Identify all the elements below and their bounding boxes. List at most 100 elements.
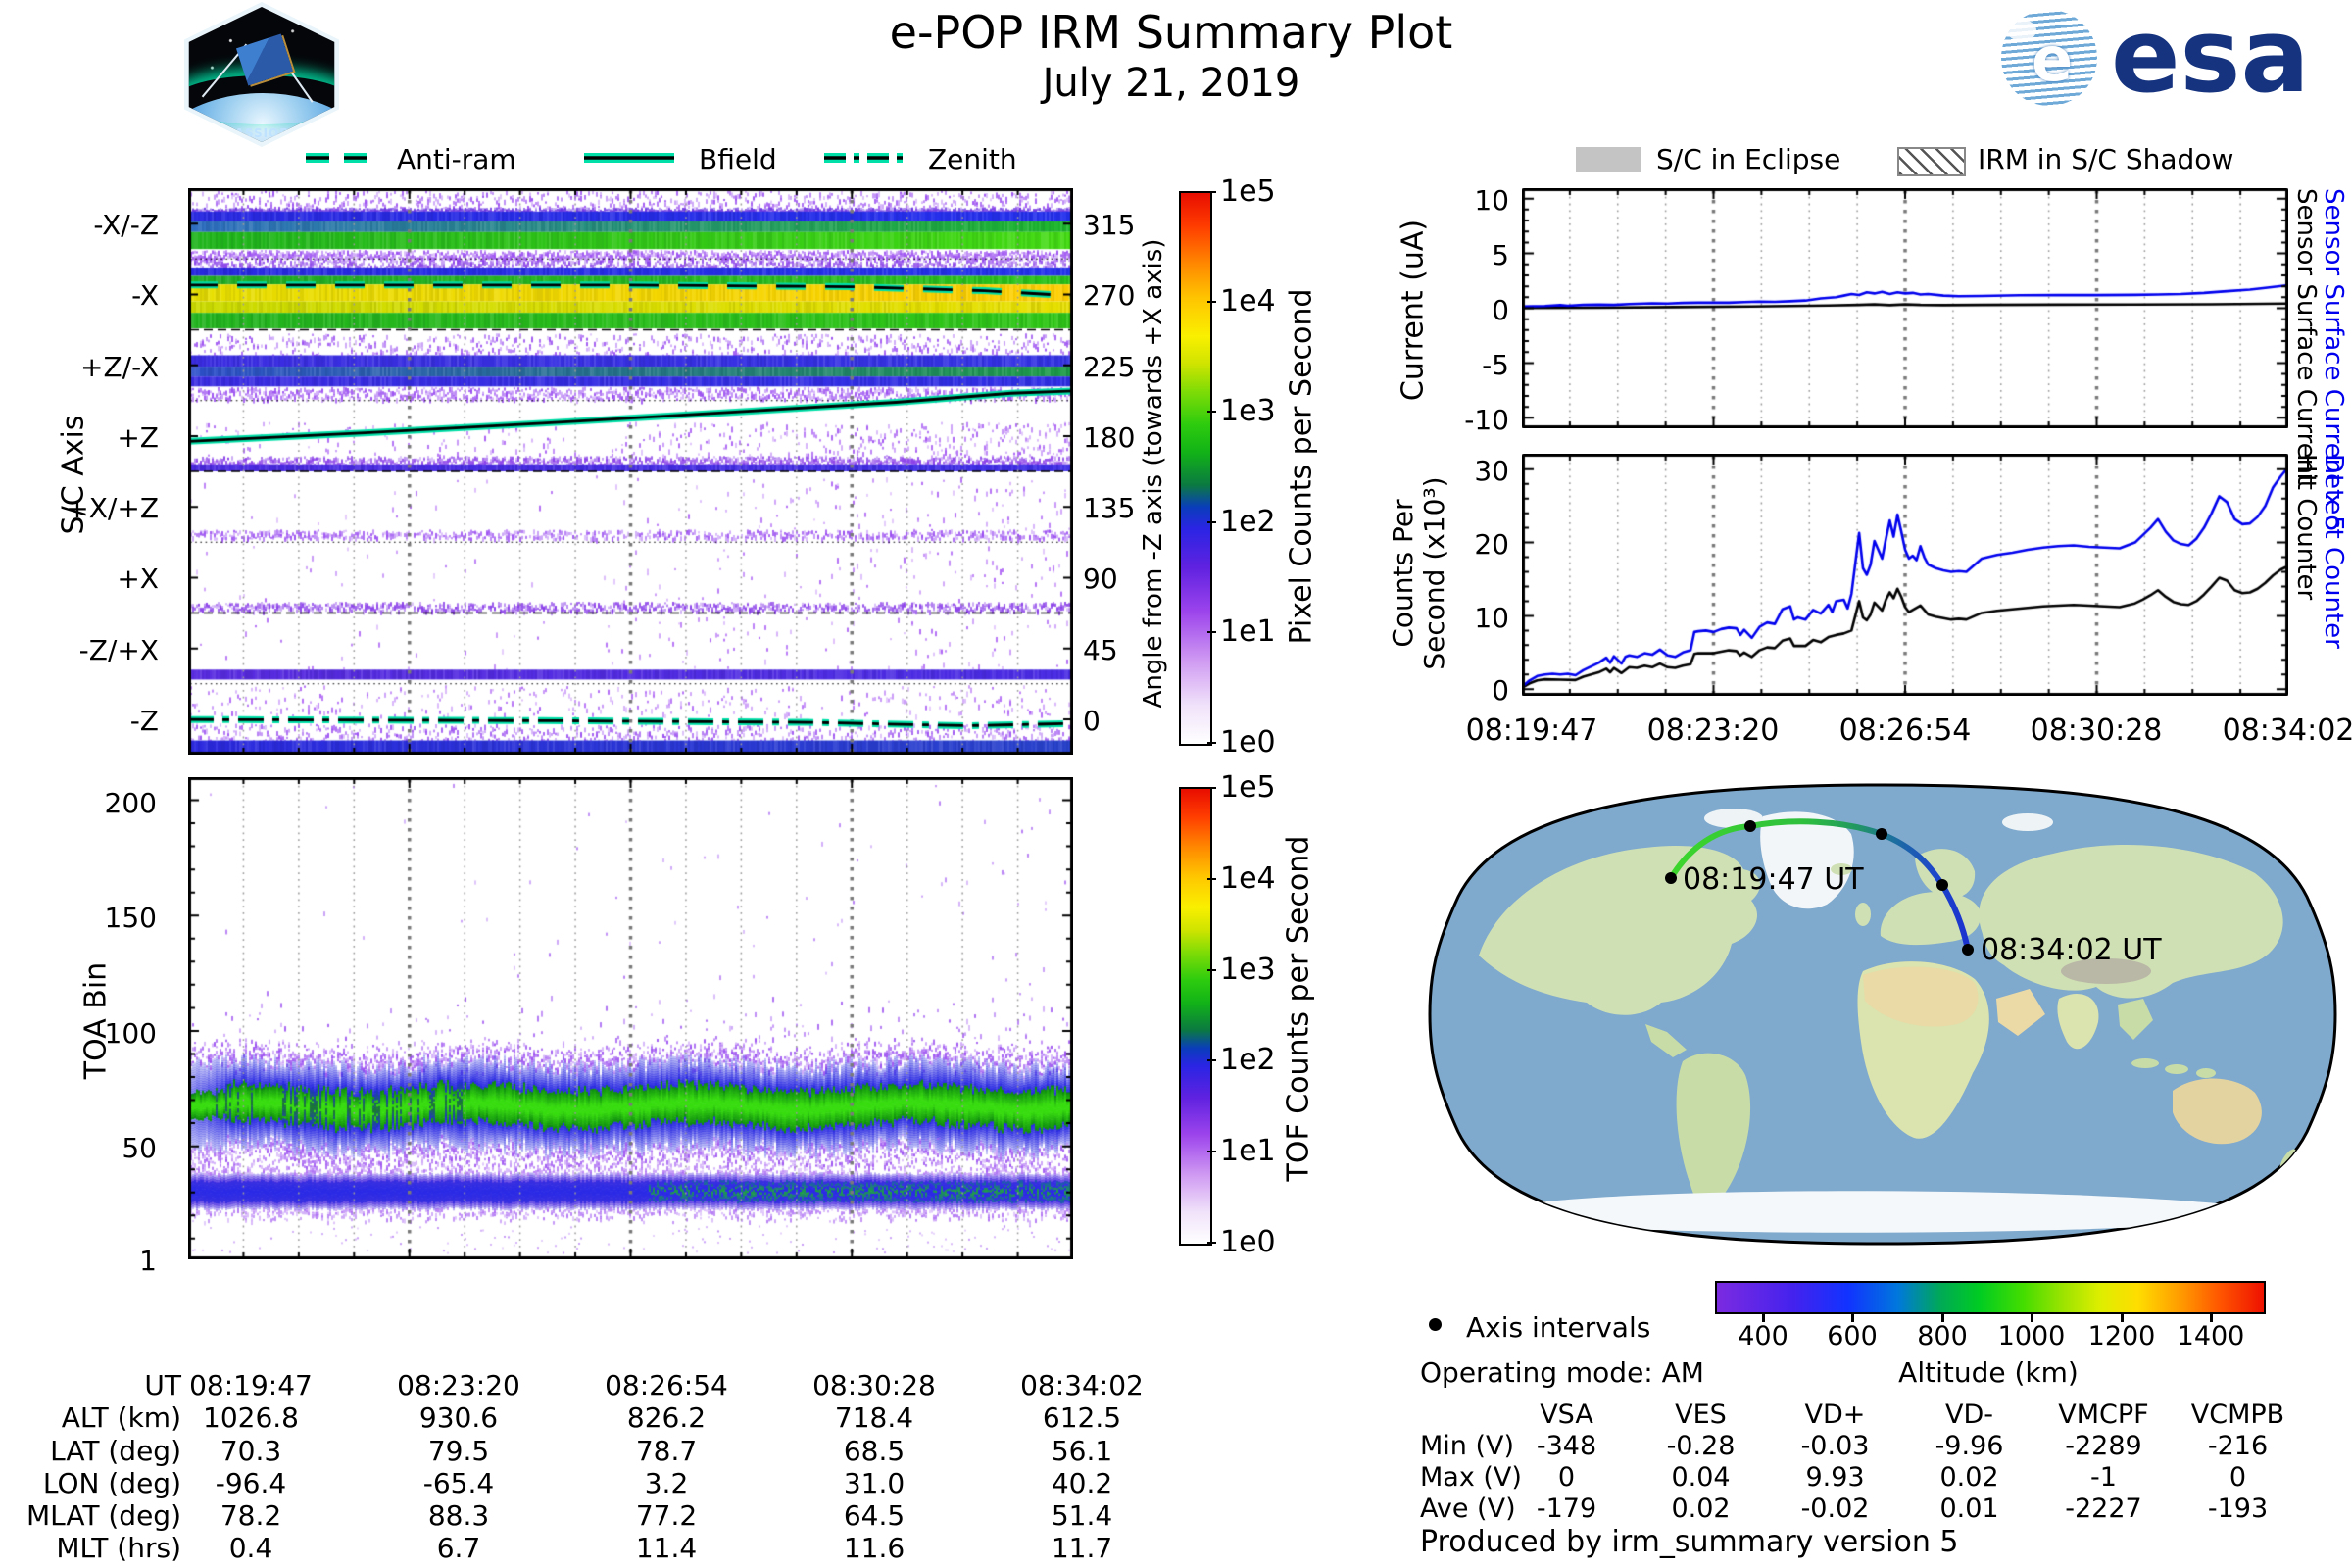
- axis-interval-dot: [1962, 944, 1974, 956]
- colorbar-tick: 1e2: [1207, 505, 1276, 539]
- ephemeris-cell: 78.2: [220, 1499, 282, 1532]
- axis-interval-dot: [1665, 872, 1677, 884]
- voltage-cell: -348: [1536, 1431, 1597, 1461]
- counts-ylabel-line1: Counts Per: [1387, 499, 1419, 648]
- voltage-row-label: Ave (V): [1420, 1494, 1516, 1524]
- voltage-cell: -2289: [2065, 1431, 2142, 1461]
- tof-cps-colorbar: [1179, 787, 1212, 1246]
- current-ytick: 5: [1492, 239, 1509, 271]
- ephemeris-row: 78.2 88.3 77.2 64.5 51.4: [147, 1499, 1186, 1532]
- voltage-cell: -179: [1536, 1494, 1597, 1524]
- voltage-row-label: Min (V): [1420, 1431, 1515, 1461]
- voltage-cell: -0.28: [1666, 1431, 1736, 1461]
- voltage-row: -348 -0.28 -0.03 -9.96 -2289 -216: [1499, 1431, 2307, 1461]
- voltage-col-header: VCMPB: [2190, 1399, 2285, 1430]
- angle-axis-label: Angle from -Z axis (towards +X axis): [1139, 238, 1168, 709]
- current-ytick: -5: [1482, 349, 1509, 381]
- alt-tick-label: 800: [1917, 1321, 1968, 1351]
- zenith-legend-line-icon: [824, 153, 906, 163]
- voltage-cell: -1: [2090, 1462, 2117, 1493]
- axis-intervals-dot-icon: [1429, 1318, 1442, 1331]
- alt-tick-label: 1200: [2087, 1321, 2156, 1351]
- ephemeris-cell: 08:26:54: [605, 1369, 728, 1401]
- time-tick: 08:23:20: [1646, 713, 1780, 748]
- antiram-legend-label: Anti-ram: [397, 143, 516, 175]
- ephemeris-row: -96.4 -65.4 3.2 31.0 40.2: [147, 1467, 1186, 1499]
- voltage-col-header: VES: [1675, 1399, 1727, 1430]
- ephemeris-row-label: LON (deg): [42, 1467, 181, 1499]
- angle-tick: 270: [1083, 279, 1136, 312]
- alt-tick: [1851, 1312, 1854, 1322]
- counts-plot: [1522, 454, 2288, 696]
- voltage-cell: 0: [1557, 1462, 1576, 1493]
- antiram-legend-line-icon: [306, 153, 380, 163]
- voltage-cell: 0.01: [1939, 1494, 1999, 1524]
- band-label: +X/+Z: [66, 492, 159, 524]
- toa-spectrogram: [188, 777, 1073, 1259]
- counts-ytick: 10: [1474, 602, 1509, 634]
- voltage-cell: -216: [2207, 1431, 2269, 1461]
- voltage-row-label: Max (V): [1420, 1462, 1522, 1493]
- current-ytick: 10: [1474, 184, 1509, 217]
- ephemeris-cell: 08:34:02: [1020, 1369, 1144, 1401]
- ephemeris-cell: -65.4: [422, 1467, 495, 1499]
- colorbar-tick: 1e0: [1207, 725, 1276, 760]
- colorbar-tick: 1e1: [1207, 614, 1276, 649]
- toa-ytick: 150: [104, 902, 157, 934]
- angle-tick: 135: [1083, 492, 1136, 524]
- toa-ytick: 50: [122, 1132, 157, 1164]
- ephemeris-cell: 08:30:28: [812, 1369, 936, 1401]
- voltage-col-header: VMCPF: [2058, 1399, 2149, 1430]
- ephemeris-row-label: MLAT (deg): [25, 1499, 181, 1532]
- tof-cps-label: TOF Counts per Second: [1281, 835, 1316, 1182]
- colorbar-tick: 1e3: [1207, 953, 1276, 987]
- colorbar-tick: 1e0: [1207, 1225, 1276, 1259]
- esa-globe-highlight: [2007, 20, 2036, 41]
- satellite-track: [1668, 818, 1971, 953]
- esa-wordmark: esa: [2111, 0, 2310, 116]
- angle-tick: 90: [1083, 563, 1118, 595]
- colorbar-tick: 1e3: [1207, 394, 1276, 428]
- ephemeris-row: 08:19:47 08:23:20 08:26:54 08:30:28 08:3…: [147, 1369, 1186, 1401]
- ephemeris-cell: 40.2: [1051, 1467, 1113, 1499]
- ephemeris-cell: 1026.8: [203, 1401, 299, 1434]
- alt-tick: [1941, 1312, 1944, 1322]
- voltage-row: -179 0.02 -0.02 0.01 -2227 -193: [1499, 1494, 2307, 1524]
- ephemeris-cell: 51.4: [1051, 1499, 1113, 1532]
- alt-tick-label: 600: [1827, 1321, 1878, 1351]
- voltage-cell: 0.04: [1671, 1462, 1731, 1493]
- time-tick: 08:19:47: [1465, 713, 1598, 748]
- voltage-row: 0 0.04 9.93 0.02 -1 0: [1499, 1462, 2307, 1493]
- colorbar-tick: 1e4: [1207, 284, 1276, 318]
- ephemeris-cell: 11.4: [635, 1532, 698, 1564]
- voltage-cell: 9.93: [1805, 1462, 1865, 1493]
- patch-label: CASSIOPE: [224, 126, 299, 140]
- axis-interval-dot: [1936, 879, 1948, 891]
- ephemeris-row-label: ALT (km): [61, 1401, 181, 1434]
- altitude-label: Altitude (km): [1898, 1356, 2079, 1389]
- sc-axis-spectrogram: [188, 188, 1073, 755]
- ephemeris-cell: 826.2: [626, 1401, 707, 1434]
- patch-background: CASSIOPE: [188, 7, 335, 142]
- band-label: +Z: [117, 421, 159, 454]
- colorbar-tick: 1e1: [1207, 1134, 1276, 1168]
- voltage-cell: 0.02: [1939, 1462, 1999, 1493]
- band-label: -Z/+X: [78, 634, 159, 666]
- time-tick: 08:26:54: [1838, 713, 1972, 748]
- ephemeris-row-label: MLT (hrs): [56, 1532, 181, 1564]
- ephemeris-row: 0.4 6.7 11.4 11.6 11.7: [147, 1532, 1186, 1564]
- colorbar-tick: 1e4: [1207, 861, 1276, 896]
- axis-interval-dot: [1744, 820, 1756, 832]
- toa-ytick: 200: [104, 787, 157, 819]
- band-label: -Z: [129, 705, 159, 737]
- ephemeris-cell: 6.7: [436, 1532, 481, 1564]
- produced-by: Produced by irm_summary version 5: [1420, 1525, 1959, 1559]
- ephemeris-row-label: LAT (deg): [50, 1435, 181, 1467]
- ephemeris-cell: 08:19:47: [189, 1369, 313, 1401]
- time-tick: 08:34:02: [2222, 713, 2352, 748]
- ephemeris-cell: 718.4: [834, 1401, 914, 1434]
- current-right-label-black: Sensor Surface Current: [2291, 188, 2321, 485]
- alt-tick: [2121, 1312, 2124, 1322]
- current-ytick: 0: [1492, 294, 1509, 326]
- track-end-label: 08:34:02 UT: [1981, 933, 2162, 967]
